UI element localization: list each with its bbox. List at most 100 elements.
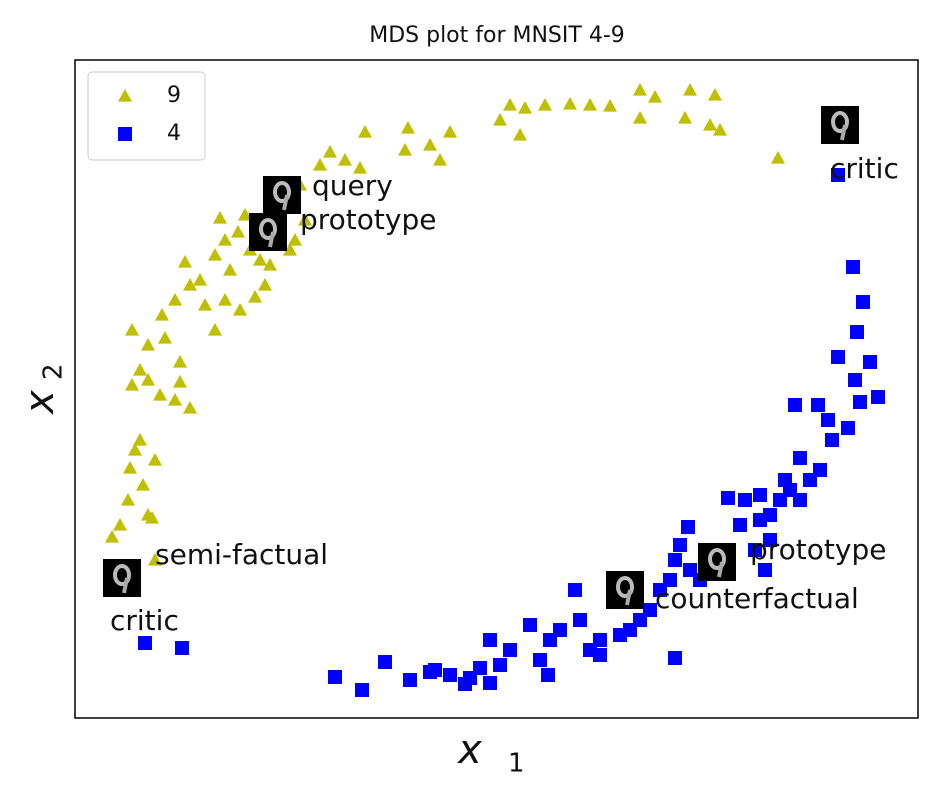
point [825, 433, 839, 447]
point [673, 538, 687, 552]
point [121, 493, 135, 506]
legend: 94 [87, 71, 206, 161]
point [803, 473, 817, 487]
point [513, 128, 527, 141]
point [863, 355, 877, 369]
point [483, 633, 497, 647]
point [258, 278, 272, 291]
point [778, 473, 792, 487]
point [218, 233, 232, 246]
point [648, 90, 662, 103]
point [173, 355, 187, 368]
point [738, 493, 752, 507]
point [193, 273, 207, 286]
point [681, 520, 695, 534]
point [793, 493, 807, 507]
annotation: counterfactual [655, 582, 859, 615]
digit-stroke [268, 231, 275, 248]
annotation: prototype [300, 203, 436, 236]
point [856, 295, 870, 309]
point [423, 138, 437, 151]
point [541, 668, 555, 682]
point [183, 278, 197, 291]
point [821, 413, 835, 427]
point [788, 398, 802, 412]
point [313, 158, 327, 171]
point [678, 111, 692, 124]
point [141, 338, 155, 351]
legend-label: 4 [167, 121, 181, 146]
point [355, 683, 369, 697]
point [233, 303, 247, 316]
point [733, 518, 747, 532]
point [633, 83, 647, 96]
point [443, 125, 457, 138]
digit-stroke [616, 576, 634, 598]
digit-stroke [122, 577, 129, 594]
point [518, 101, 532, 114]
annotation: prototype [750, 533, 886, 566]
digit-stroke [282, 194, 289, 211]
annotation: query [312, 169, 393, 202]
point [353, 161, 367, 174]
point [145, 511, 159, 524]
point [168, 293, 182, 306]
point [533, 653, 547, 667]
point [831, 350, 845, 364]
point [443, 668, 457, 682]
point [668, 553, 682, 567]
annotation: critic [830, 152, 899, 185]
chart-title: MDS plot for MNSIT 4-9 [369, 23, 625, 48]
point [753, 488, 767, 502]
point [125, 323, 139, 336]
point [771, 151, 785, 164]
point [248, 290, 262, 303]
point [398, 143, 412, 156]
point [593, 648, 607, 662]
point [158, 331, 172, 344]
point [148, 553, 162, 566]
point [703, 118, 717, 131]
point [831, 168, 845, 182]
y-axis-label: x [17, 390, 63, 416]
point [573, 613, 587, 627]
x-axis-label: x [456, 727, 482, 773]
point [125, 378, 139, 391]
point [763, 533, 777, 547]
point [493, 658, 507, 672]
point [136, 478, 150, 491]
point [173, 375, 187, 388]
point [583, 98, 597, 111]
point [133, 433, 147, 446]
point [208, 248, 222, 261]
point [403, 673, 417, 687]
point [748, 543, 762, 557]
point [613, 628, 627, 642]
point [168, 393, 182, 406]
point [213, 211, 227, 224]
point [113, 518, 127, 531]
point [133, 363, 147, 376]
point [183, 401, 197, 414]
point [850, 325, 864, 339]
point [848, 373, 862, 387]
point [633, 111, 647, 124]
point [793, 451, 807, 465]
legend-marker [118, 127, 132, 141]
digit-stroke [831, 111, 849, 133]
point [283, 243, 297, 256]
point [503, 643, 517, 657]
digit-stroke [840, 124, 847, 141]
point [141, 373, 155, 386]
point [138, 636, 152, 650]
x-axis-label-sub: 1 [508, 749, 525, 779]
point [708, 88, 722, 101]
point [198, 298, 212, 311]
point [568, 583, 582, 597]
point [378, 655, 392, 669]
point [563, 97, 577, 110]
point [871, 390, 885, 404]
legend-box [87, 71, 206, 161]
digit-stroke [259, 218, 277, 240]
point [758, 563, 772, 577]
